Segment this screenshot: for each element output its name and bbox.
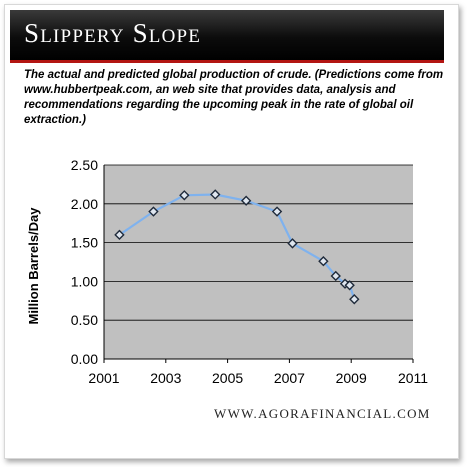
data-point — [179, 190, 190, 201]
x-tick-labels: 2001 2003 2005 2007 2009 2011 — [88, 359, 428, 386]
y-tick-label: 0.00 — [71, 351, 98, 367]
data-point — [349, 294, 360, 305]
chart-caption: The actual and predicted global producti… — [24, 69, 444, 126]
y-tick-label: 0.50 — [71, 312, 98, 328]
y-axis-title: Million Barrels/Day — [26, 207, 41, 325]
series-production — [114, 189, 360, 305]
data-point — [114, 229, 125, 241]
x-tick-label: 2001 — [88, 370, 119, 386]
data-point — [240, 195, 252, 206]
title-bar: Slippery Slope — [10, 10, 444, 60]
data-point — [330, 270, 341, 282]
x-tick-label: 2005 — [212, 370, 243, 386]
y-tick-labels: 0.00 0.50 1.00 1.50 2.00 2.50 — [71, 157, 98, 367]
axes — [103, 165, 413, 360]
data-point — [344, 280, 355, 291]
data-point — [148, 206, 159, 217]
y-tick-label: 1.50 — [71, 235, 98, 251]
data-point — [287, 238, 298, 249]
plot-area — [104, 165, 413, 359]
page-title: Slippery Slope — [24, 18, 202, 48]
y-tick-label: 2.50 — [71, 157, 98, 173]
accent-rule — [10, 60, 444, 63]
data-point — [271, 206, 283, 217]
y-tick-label: 1.00 — [71, 273, 98, 289]
x-tick-label: 2009 — [336, 370, 367, 386]
x-tick-label: 2003 — [150, 370, 181, 386]
data-point — [318, 256, 329, 267]
data-point — [210, 189, 221, 200]
y-tick-label: 2.00 — [71, 196, 98, 212]
source-footer: WWW.AGORAFINANCIAL.COM — [214, 406, 431, 421]
x-tick-label: 2011 — [398, 370, 428, 386]
x-tick-label: 2007 — [274, 370, 305, 386]
